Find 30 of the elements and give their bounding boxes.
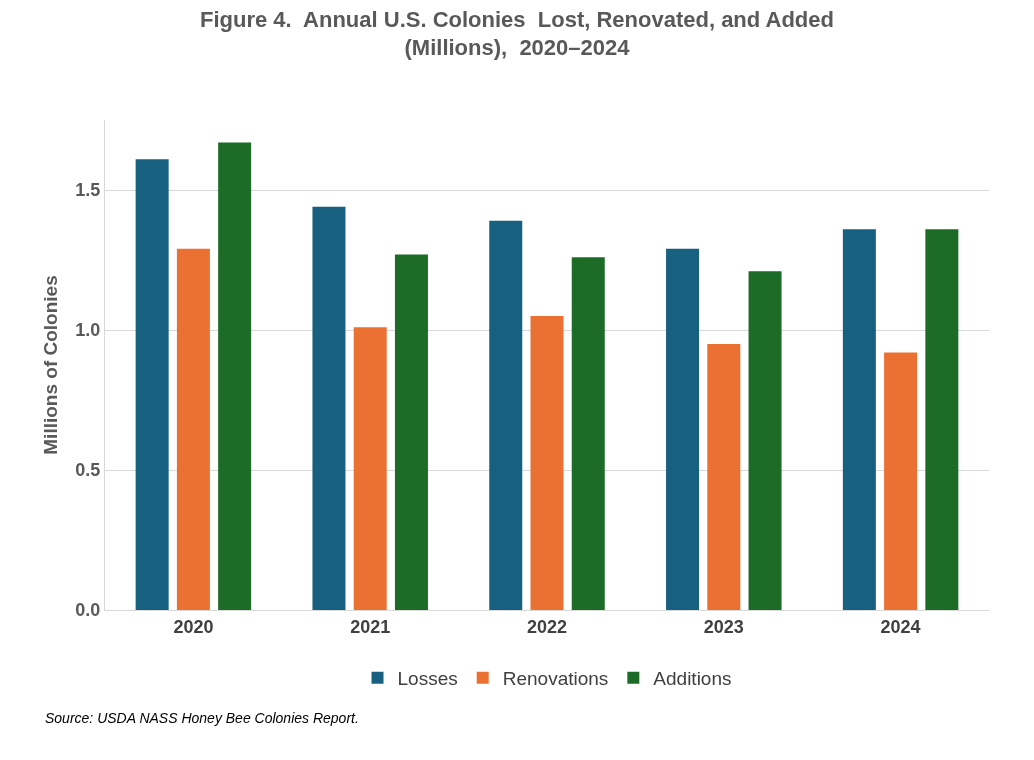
bar — [571, 257, 605, 610]
bar — [135, 159, 169, 610]
x-tick-label: 2024 — [880, 616, 921, 637]
bar — [666, 248, 700, 610]
legend-label: Renovations — [502, 668, 609, 690]
x-tick-label: 2022 — [526, 616, 568, 637]
y-tick-label: 0.0 — [75, 600, 101, 621]
x-tick-label: 2023 — [703, 616, 744, 637]
bar — [394, 254, 428, 610]
bar — [489, 220, 523, 610]
bar — [925, 229, 959, 610]
legend-label: Additions — [653, 668, 732, 690]
y-tick-label: 1.5 — [75, 180, 101, 201]
x-tick-label: 2020 — [173, 616, 214, 637]
bar — [707, 344, 741, 610]
bar — [884, 352, 918, 610]
bar — [218, 142, 252, 610]
y-axis-title: Millions of Colonies — [40, 275, 61, 455]
y-tick-label: 0.5 — [75, 460, 101, 481]
chart-title: Figure 4. Annual U.S. Colonies Lost, Renovated, and Added (Millions), 2020–2024 — [200, 6, 834, 61]
bar — [842, 229, 876, 610]
x-tick-label: 2021 — [350, 616, 391, 637]
legend-label: Losses — [397, 668, 458, 690]
source-note: Source: USDA NASS Honey Bee Colonies Report. — [45, 710, 359, 726]
bar — [176, 248, 210, 610]
bar — [748, 271, 782, 610]
bar — [312, 206, 346, 610]
bar — [530, 316, 564, 610]
bar — [353, 327, 387, 610]
y-tick-label: 1.0 — [75, 320, 101, 341]
